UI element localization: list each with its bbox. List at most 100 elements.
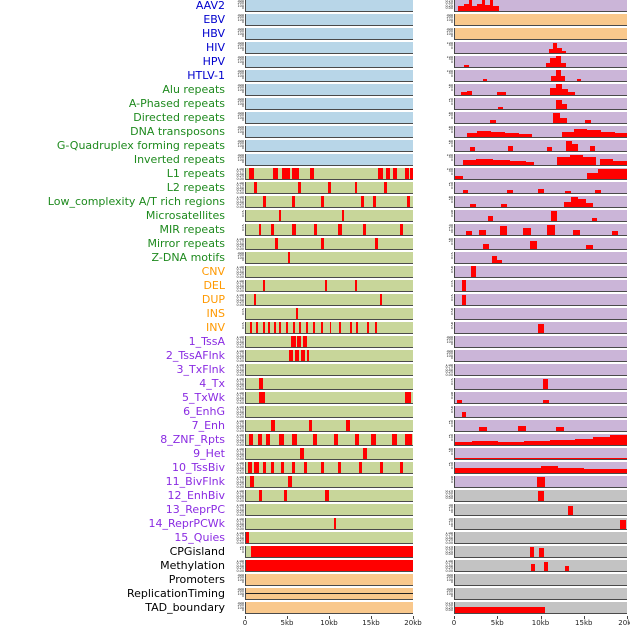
y-axis-ticks: 100 50 0	[446, 42, 453, 50]
track-panel-right	[454, 168, 627, 180]
track-panel-left	[245, 0, 413, 12]
track-panel-right	[454, 154, 627, 166]
track-panel-right	[454, 518, 627, 530]
track-label: 6_EnhG	[183, 406, 225, 418]
y-axis-ticks: 1.00 0.75 0.50 0.25 0.00	[236, 504, 244, 516]
signal-bar	[456, 399, 462, 403]
track-panel-left	[245, 196, 413, 208]
signal-bar	[556, 427, 565, 431]
y-axis-ticks: 100 50 0	[446, 56, 453, 64]
panel-gap	[413, 476, 439, 488]
y-axis-ticks: 300 200 100 0	[446, 14, 453, 25]
signal-bar	[308, 420, 313, 431]
signal-bar	[565, 141, 572, 151]
panel-gap	[413, 490, 439, 502]
track-label: Mirror repeats	[147, 238, 226, 250]
signal-bar	[300, 448, 305, 459]
y-axis-ticks: 20 10 0	[448, 462, 453, 470]
signal-bar	[573, 128, 588, 137]
track-panel-left	[245, 168, 413, 180]
y-axis-ticks: 1.00 0.75 0.50 0.25 0.00	[236, 364, 244, 376]
track-panel-left	[245, 546, 413, 558]
signal-bar	[379, 462, 383, 473]
signal-bar	[250, 476, 254, 487]
signal-bar	[590, 145, 596, 151]
y-axis-ticks: 300 200 100 0	[237, 140, 244, 151]
panel-gap	[413, 532, 439, 544]
signal-bar	[259, 392, 265, 403]
signal-bar	[490, 0, 494, 11]
panel-gap	[413, 392, 439, 404]
y-axis-ticks: 20 10 0	[448, 98, 453, 106]
signal-bar	[482, 78, 487, 81]
signal-bar	[584, 468, 627, 473]
signal-bar	[258, 378, 263, 389]
signal-bar	[248, 168, 254, 179]
panel-gap	[413, 546, 439, 558]
signal-bar	[267, 322, 270, 333]
signal-bar	[479, 426, 487, 431]
signal-bar	[248, 434, 254, 445]
signal-bar	[262, 280, 265, 291]
track-row-11-bivflnk: 11_BivFlnk 1.00 0.75 0.50 0.25 0.00 8 4 0	[0, 476, 630, 488]
track-panel-right	[454, 126, 627, 138]
signal-bar	[294, 350, 300, 361]
track-panel-left	[245, 14, 413, 26]
x-axis-tick-mark	[454, 616, 455, 619]
signal-bar	[550, 88, 556, 95]
y-axis-ticks: 1.00 0.75 0.50 0.25 0.00	[236, 490, 244, 502]
signal-bar	[404, 168, 409, 179]
signal-bar	[455, 175, 463, 179]
signal-bar	[565, 190, 572, 193]
panel-gap	[413, 434, 439, 446]
signal-bar	[477, 130, 492, 137]
panel-gap	[413, 336, 439, 348]
track-panel-left	[245, 84, 413, 96]
signal-bar	[455, 458, 627, 459]
signal-bar	[547, 146, 553, 151]
track-label: AAV2	[195, 0, 225, 12]
track-panel-left	[245, 210, 413, 222]
signal-bar	[471, 5, 478, 11]
signal-bar	[300, 350, 305, 361]
signal-bar	[337, 224, 342, 235]
panel-gap	[413, 224, 439, 236]
signal-bar	[471, 266, 477, 277]
panel-gap	[413, 70, 439, 82]
signal-bar	[358, 462, 362, 473]
track-row-6-enhg: 6_EnhG 1.00 0.75 0.50 0.25 0.00 4 2 0	[0, 406, 630, 418]
x-axis-tick-mark	[497, 616, 499, 619]
y-axis-ticks: 0.75 0.50 0.25 0.00	[445, 546, 453, 557]
track-row-1-tssa: 1_TssA 1.00 0.75 0.50 0.25 0.00 300 200 10…	[0, 336, 630, 348]
track-panel-left	[245, 140, 413, 152]
signal-bar	[504, 132, 519, 137]
y-axis-ticks: 1.00 0.75 0.50 0.25 0.00	[236, 378, 244, 390]
signal-bar	[329, 322, 332, 333]
y-axis-ticks: 40 20 0	[448, 448, 453, 456]
track-row-g-quadruplex-forming-repeats: G-Quadruplex forming repeats 300 200 100 …	[0, 140, 630, 152]
signal-bar	[558, 468, 584, 473]
y-axis-ticks: 300 200 100 0	[446, 588, 453, 599]
track-panel-left	[245, 476, 413, 488]
signal-bar	[561, 88, 568, 95]
x-axis-label: 5kb	[280, 619, 294, 627]
signal-bar	[461, 91, 468, 95]
signal-bar	[587, 129, 602, 137]
y-axis-ticks: 1.00 0.75 0.50 0.25 0.00	[236, 168, 244, 180]
track-panel-right	[454, 70, 627, 82]
track-panel-left	[245, 448, 413, 460]
track-row-15-quies: 15_Quies 1.00 0.75 0.50 0.25 0.00 1.00 0.7…	[0, 532, 630, 544]
y-axis-ticks: 1.00 0.75 0.50 0.25 0.00	[236, 238, 244, 250]
x-axis-tick-mark	[583, 616, 585, 619]
signal-bar	[342, 210, 345, 221]
y-axis-ticks: 300 200 100 0	[237, 98, 244, 109]
track-label: INV	[206, 322, 225, 334]
signal-bar	[479, 229, 486, 235]
panel-gap	[413, 406, 439, 418]
panel-gap	[413, 588, 439, 600]
signal-bar	[523, 440, 550, 445]
signal-bar	[537, 324, 545, 333]
track-panel-left	[245, 490, 413, 502]
panel-gap	[413, 210, 439, 222]
signal-bar	[254, 294, 257, 305]
